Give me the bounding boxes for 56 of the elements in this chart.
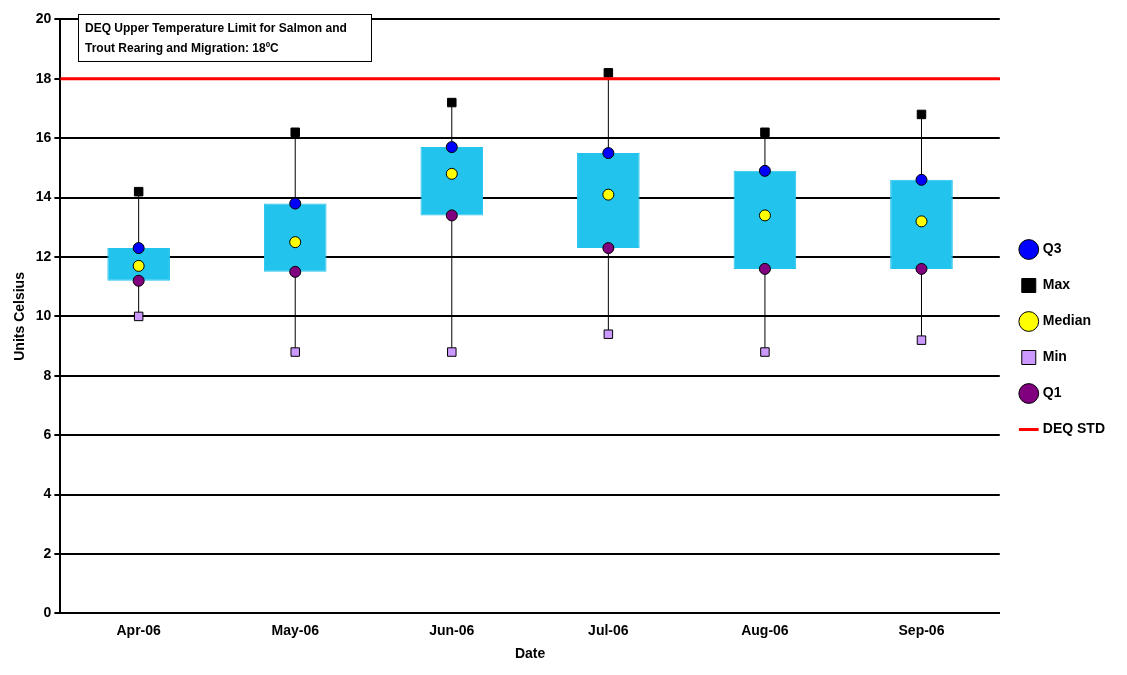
x-axis-title: Date xyxy=(514,645,546,662)
point xyxy=(289,265,302,278)
point xyxy=(760,347,770,357)
legend-label: Median xyxy=(1042,312,1092,329)
point xyxy=(447,347,457,357)
point xyxy=(290,347,300,357)
legend-label: DEQ STD xyxy=(1042,420,1106,437)
point xyxy=(289,197,302,210)
point xyxy=(445,141,458,154)
point xyxy=(915,262,928,275)
point xyxy=(915,215,928,228)
y-tick-label: 16 xyxy=(35,129,52,146)
y-tick-label: 6 xyxy=(43,426,52,443)
point xyxy=(916,109,927,120)
x-tick-label: May-06 xyxy=(271,621,320,638)
point xyxy=(916,335,927,345)
point xyxy=(603,68,614,78)
point xyxy=(758,262,771,275)
point xyxy=(447,97,457,108)
point xyxy=(445,167,458,180)
y-tick-label: 12 xyxy=(35,247,52,264)
legend-label: Max xyxy=(1042,276,1071,293)
point xyxy=(132,274,145,287)
point xyxy=(758,164,771,177)
point xyxy=(445,209,458,222)
y-tick-label: 0 xyxy=(43,604,52,621)
x-tick-label: Apr-06 xyxy=(116,621,162,638)
point xyxy=(760,127,770,137)
y-tick-label: 10 xyxy=(35,307,52,324)
point xyxy=(289,236,302,249)
y-axis-title: Units Celsius xyxy=(11,271,28,361)
point xyxy=(290,127,300,137)
point xyxy=(133,186,144,197)
y-tick-label: 18 xyxy=(35,69,52,86)
x-tick-label: Jul-06 xyxy=(588,621,629,638)
point xyxy=(132,242,145,255)
legend-label: Q1 xyxy=(1042,384,1062,401)
point xyxy=(915,173,928,186)
y-tick-label: 14 xyxy=(35,188,52,205)
x-tick-label: Jun-06 xyxy=(429,621,475,638)
point xyxy=(132,259,145,272)
x-tick-label: Aug-06 xyxy=(741,621,789,638)
point xyxy=(603,329,614,339)
point xyxy=(602,147,615,160)
point xyxy=(133,311,144,322)
legend-label: Q3 xyxy=(1042,240,1062,257)
point xyxy=(602,188,615,201)
point xyxy=(758,209,771,222)
legend-label: Min xyxy=(1042,348,1067,365)
x-tick-label: Sep-06 xyxy=(898,621,945,638)
annotation: DEQ Upper Temperature Limit for Salmon and Trout Rearing and Migration: 18ºC xyxy=(78,14,372,62)
y-tick-label: 2 xyxy=(43,544,52,561)
y-tick-label: 20 xyxy=(35,10,52,27)
y-tick-label: 8 xyxy=(43,366,52,383)
point xyxy=(602,242,615,255)
y-tick-label: 4 xyxy=(43,485,52,502)
